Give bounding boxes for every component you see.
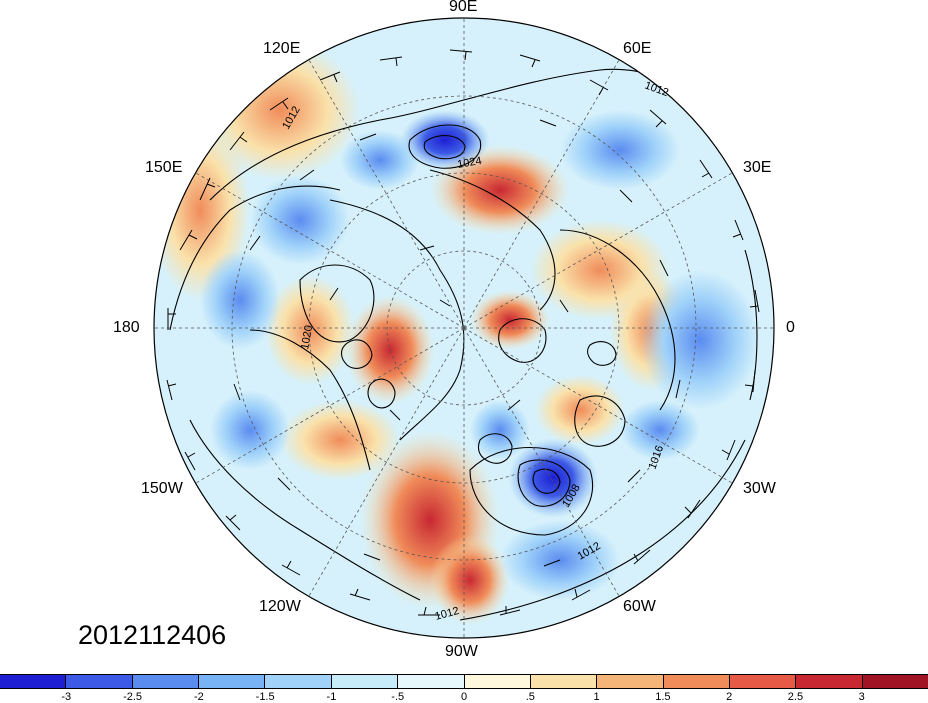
colorbar-box (0, 675, 67, 688)
colorbar-tick-label: -2 (193, 691, 204, 703)
colorbar-tick-label: .5 (525, 691, 535, 703)
colorbar-box (597, 675, 664, 688)
colorbar-tick-label: 1 (593, 691, 600, 703)
colorbar-tick-label: -1 (326, 691, 337, 703)
lon-label-120e: 120E (263, 40, 301, 57)
anomaly-colorbar (0, 674, 928, 689)
colorbar-tick-label: -2.5 (123, 691, 143, 703)
colorbar-tick-label: 2.5 (787, 691, 804, 703)
colorbar-box (729, 675, 797, 688)
colorbar-box (796, 675, 863, 688)
lon-label-60w: 60W (623, 598, 656, 615)
colorbar-box (663, 675, 730, 688)
lon-label-180: 180 (113, 319, 140, 336)
colorbar-box (132, 675, 200, 688)
lon-label-150w: 150W (141, 480, 183, 497)
colorbar-box (530, 675, 598, 688)
colorbar-tick-label: -3 (61, 691, 72, 703)
lon-label-30e: 30E (743, 159, 772, 176)
colorbar-tick-label: 0 (460, 691, 468, 703)
graticule (154, 18, 774, 638)
colorbar-box (66, 675, 133, 688)
lon-label-90w: 90W (445, 643, 478, 660)
colorbar-tick-label: 1.5 (655, 691, 671, 703)
lon-label-120w: 120W (259, 598, 301, 615)
contour-label: 1020 (299, 324, 315, 350)
wind-barbs (166, 49, 760, 616)
lon-label-0: 0 (786, 319, 795, 336)
lon-label-90e: 90E (449, 0, 478, 15)
colorbar-box (398, 675, 465, 688)
colorbar-tick-label: -1.5 (255, 691, 275, 703)
colorbar-box (265, 675, 332, 688)
contour-label: 1024 (456, 155, 482, 171)
colorbar-box (199, 675, 266, 688)
lon-label-30w: 30W (743, 480, 776, 497)
date-stamp: 2012112406 (78, 620, 227, 650)
lon-label-150e: 150E (145, 159, 183, 176)
colorbar-tick-label: 3 (858, 691, 865, 703)
map-boundary (153, 17, 775, 639)
colorbar-tick-label: 2 (726, 691, 733, 703)
colorbar-box (862, 675, 928, 688)
colorbar-box (331, 675, 399, 688)
lon-label-60e: 60E (623, 40, 652, 57)
colorbar-tick-label: -.5 (391, 691, 405, 703)
colorbar-box (464, 675, 531, 688)
